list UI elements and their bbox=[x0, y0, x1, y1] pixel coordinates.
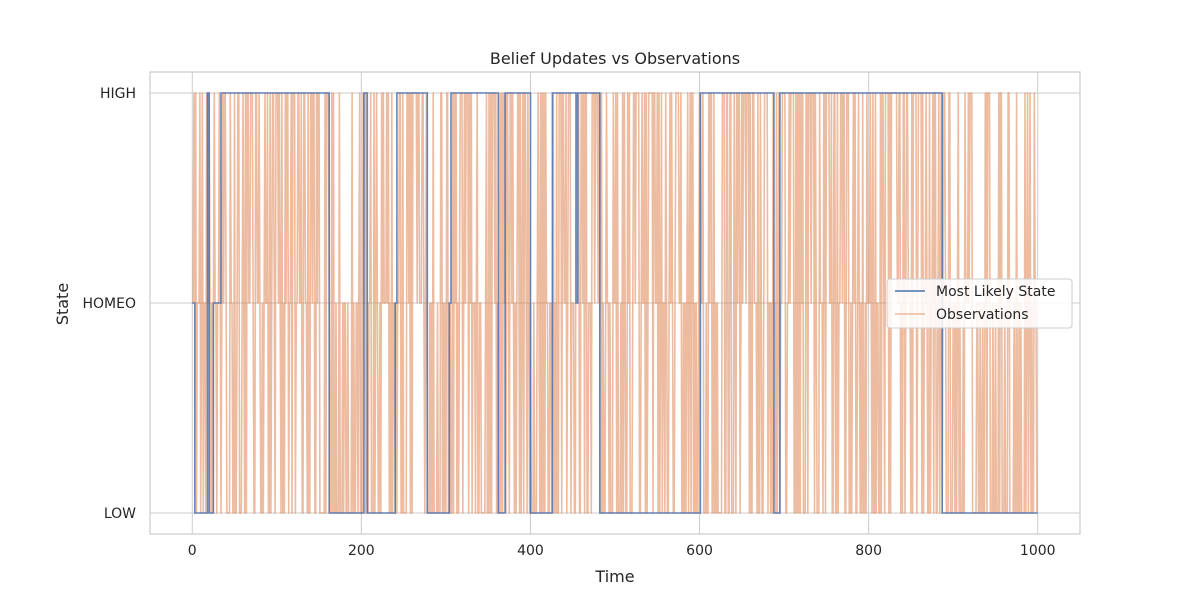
y-tick-label: LOW bbox=[104, 506, 136, 522]
most-likely-state-series bbox=[192, 92, 1038, 514]
plot-frame bbox=[149, 71, 1081, 535]
y-axis-ticks: LOW HOMEO HIGH bbox=[83, 86, 137, 522]
x-axis-title: Time bbox=[594, 567, 634, 586]
most-likely-state-line bbox=[192, 92, 1038, 514]
x-tick-label: 200 bbox=[348, 543, 375, 559]
x-tick-label: 0 bbox=[188, 543, 197, 559]
x-tick-label: 800 bbox=[855, 543, 882, 559]
chart-title: Belief Updates vs Observations bbox=[490, 49, 740, 68]
legend-label-most-likely-state: Most Likely State bbox=[936, 284, 1055, 300]
x-tick-label: 600 bbox=[686, 543, 713, 559]
legend-box bbox=[886, 278, 1073, 329]
x-axis-ticks: 0 200 400 600 800 1000 bbox=[188, 543, 1056, 559]
x-tick-label: 400 bbox=[517, 543, 544, 559]
y-axis-title: State bbox=[53, 283, 72, 325]
x-tick-label: 1000 bbox=[1020, 543, 1056, 559]
y-tick-label: HIGH bbox=[100, 86, 136, 102]
legend-label-observations: Observations bbox=[936, 307, 1029, 323]
legend: Most Likely State Observations bbox=[886, 278, 1073, 329]
y-tick-label: HOMEO bbox=[83, 296, 137, 312]
